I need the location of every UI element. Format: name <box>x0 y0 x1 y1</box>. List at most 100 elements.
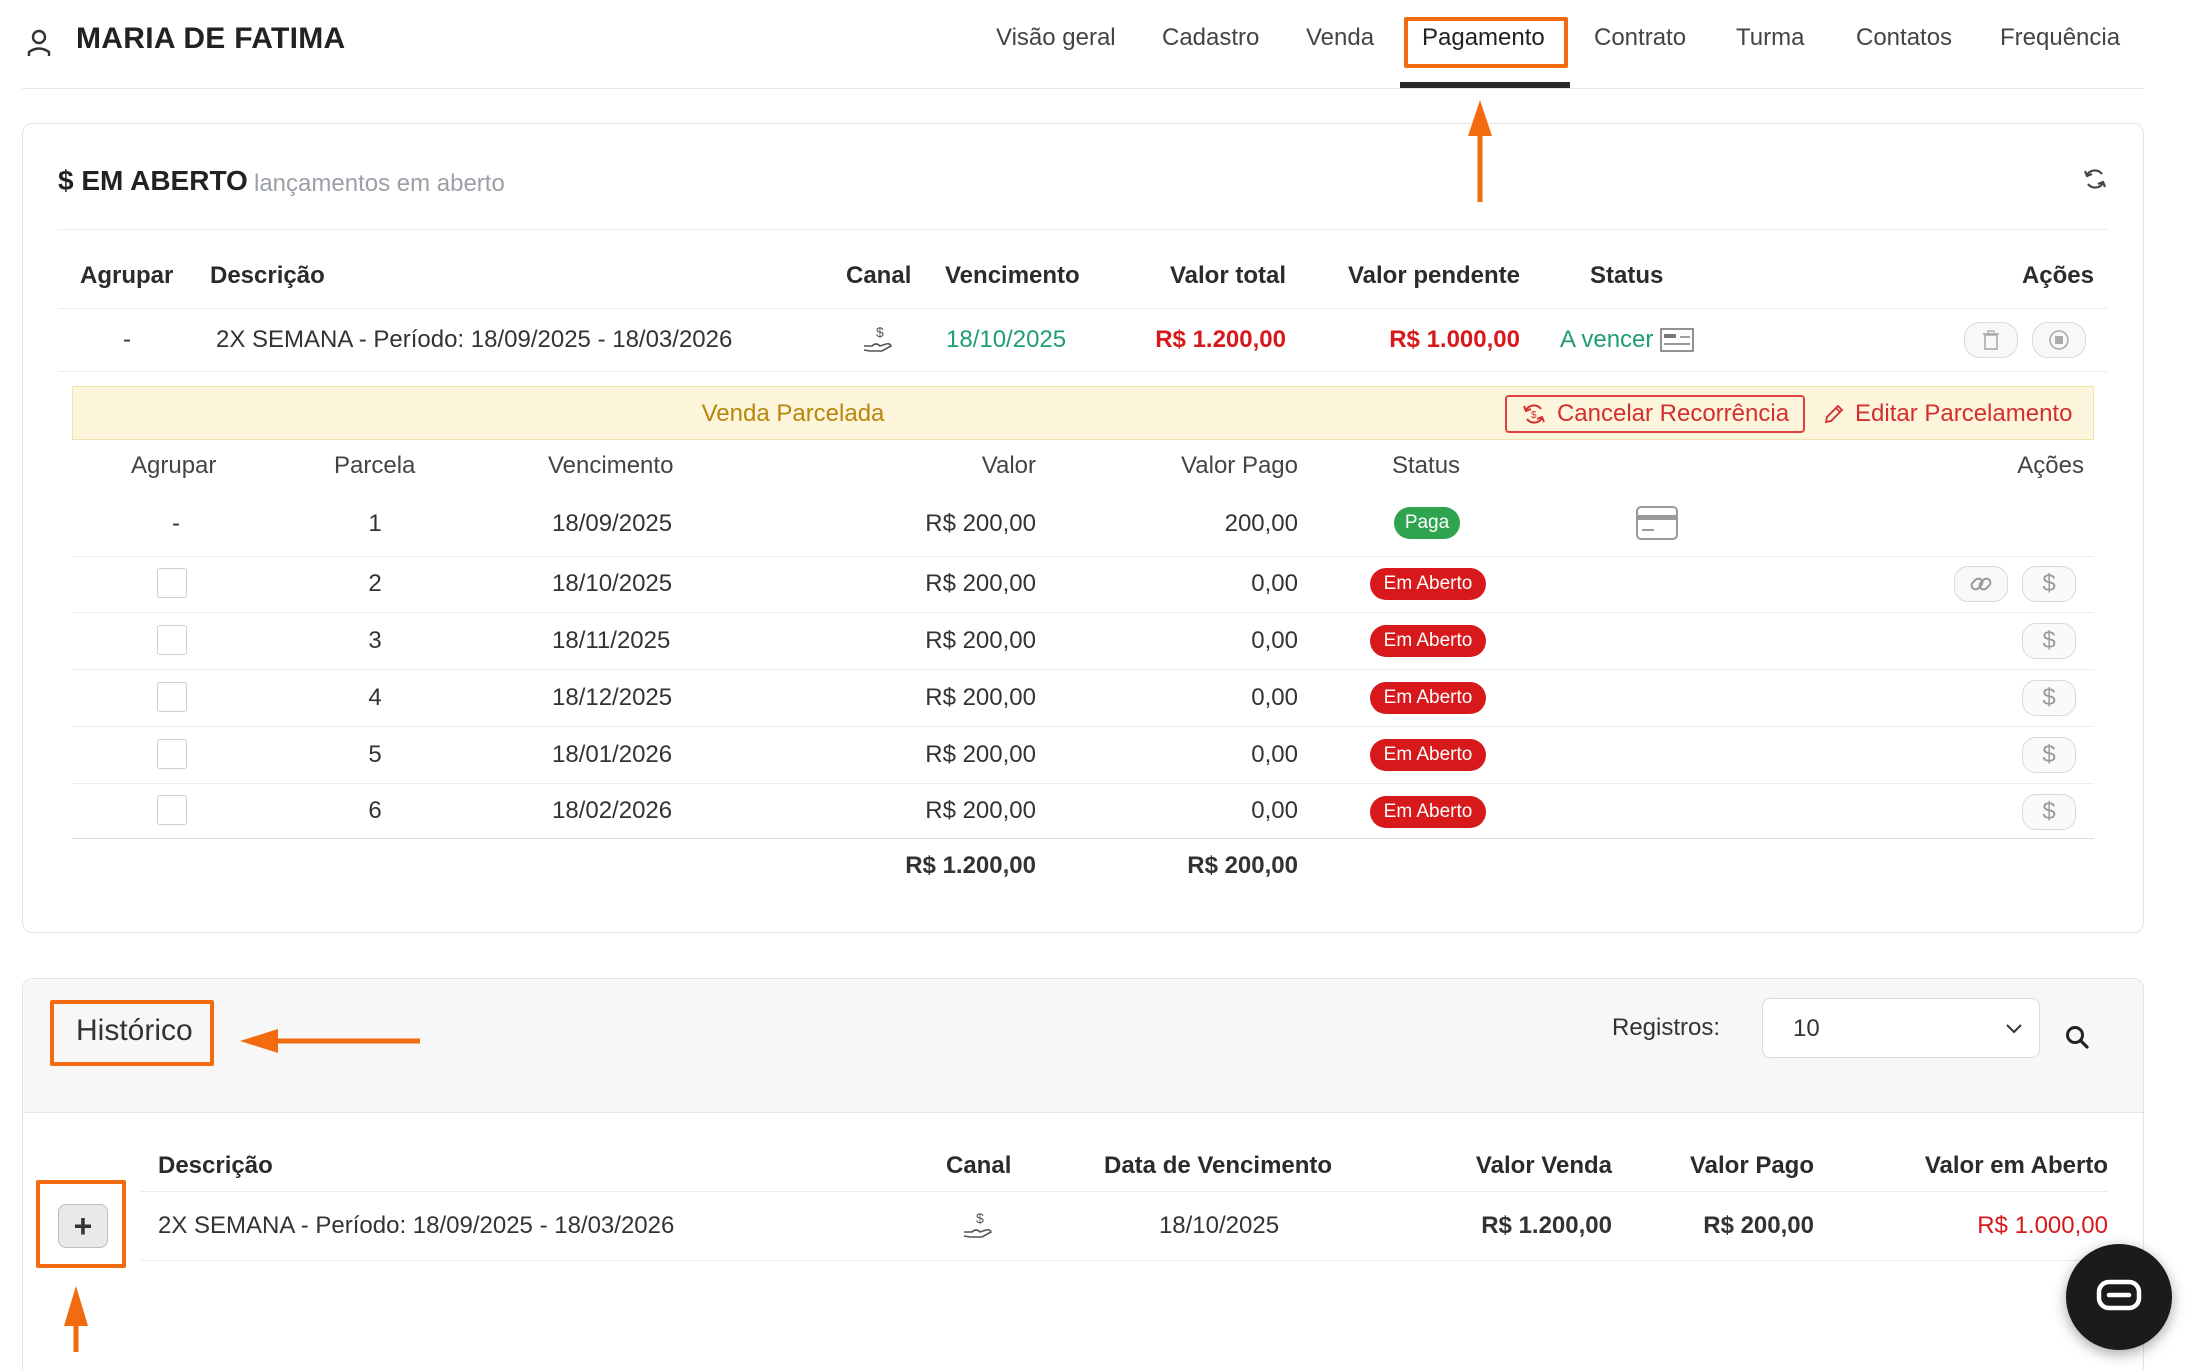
pay-installment-button[interactable]: $ <box>2022 794 2076 830</box>
installment-number: 6 <box>368 797 382 824</box>
history-row-sale-value: R$ 1.200,00 <box>1481 1212 1612 1239</box>
credit-card-icon[interactable] <box>1636 506 1678 540</box>
link-icon <box>1970 577 1992 591</box>
col-header-channel: Canal <box>846 262 912 289</box>
dollar-icon: $ <box>58 165 74 196</box>
installment-paid: 0,00 <box>1251 684 1298 711</box>
installment-number: 3 <box>368 627 382 654</box>
history-title: Histórico <box>76 1014 193 1047</box>
installment-value: R$ 200,00 <box>925 570 1036 597</box>
user-icon <box>27 29 51 56</box>
installment-checkbox[interactable] <box>157 739 187 769</box>
pay-installment-button[interactable]: $ <box>2022 737 2076 773</box>
payment-link-button[interactable] <box>1954 566 2008 602</box>
cancel-recurrence-button[interactable]: $ Cancelar Recorrência <box>1505 395 1805 433</box>
installments-total-paid: R$ 200,00 <box>1187 852 1298 879</box>
tab-contatos[interactable]: Contatos <box>1856 24 1953 51</box>
history-row-due-date: 18/10/2025 <box>1158 1212 1280 1239</box>
annotation-highlight-box <box>1404 17 1568 68</box>
card-icon <box>1660 328 1694 352</box>
status-badge-open: Em Aberto <box>1370 568 1486 600</box>
row-divider <box>140 1191 2108 1192</box>
installment-col-actions: Ações <box>2017 452 2084 479</box>
svg-text:$: $ <box>976 1210 984 1226</box>
edit-installments-button[interactable]: Editar Parcelamento <box>1823 395 2091 433</box>
installment-checkbox[interactable] <box>157 625 187 655</box>
installment-due: 18/12/2025 <box>552 684 673 711</box>
installment-sale-label: Venda Parcelada <box>701 400 885 427</box>
installment-due: 18/09/2025 <box>552 510 673 537</box>
installment-checkbox[interactable] <box>157 795 187 825</box>
dollar-icon: $ <box>2042 798 2056 825</box>
status-badge-open: Em Aberto <box>1370 739 1486 771</box>
tab-contrato[interactable]: Contrato <box>1594 24 1687 51</box>
installment-value: R$ 200,00 <box>925 741 1036 768</box>
row-description: 2X SEMANA - Período: 18/09/2025 - 18/03/… <box>216 326 733 353</box>
svg-text:$: $ <box>876 324 884 340</box>
installment-checkbox[interactable] <box>157 682 187 712</box>
row-divider <box>72 669 2094 670</box>
header-divider <box>22 88 2144 89</box>
tab-pagamento[interactable]: Pagamento <box>1422 24 1545 51</box>
installment-value: R$ 200,00 <box>925 684 1036 711</box>
installment-due: 18/11/2025 <box>552 627 671 654</box>
pay-installment-button[interactable]: $ <box>2022 680 2076 716</box>
dollar-icon: $ <box>2042 741 2056 768</box>
delete-button[interactable] <box>1964 322 2018 358</box>
status-badge-open: Em Aberto <box>1370 625 1486 657</box>
recurrence-icon: $ <box>1523 404 1545 424</box>
tab-turma[interactable]: Turma <box>1736 24 1805 51</box>
edit-installments-label: Editar Parcelamento <box>1855 400 2073 427</box>
tab-frequencia[interactable]: Frequência <box>2000 24 2121 51</box>
pay-installment-button[interactable]: $ <box>2022 623 2076 659</box>
installment-value: R$ 200,00 <box>925 627 1036 654</box>
expand-row-button[interactable]: + <box>58 1204 108 1248</box>
installment-group: - <box>172 510 180 537</box>
installment-checkbox[interactable] <box>157 568 187 598</box>
annotation-highlight-box <box>50 1000 214 1066</box>
col-header-actions: Ações <box>2021 262 2094 289</box>
annotation-highlight-box <box>36 1180 126 1268</box>
tab-cadastro[interactable]: Cadastro <box>1162 24 1260 51</box>
open-title-divider <box>58 229 2108 230</box>
open-section-title-text: EM ABERTO <box>81 165 248 196</box>
installment-due: 18/02/2026 <box>552 797 673 824</box>
installment-due: 18/10/2025 <box>552 570 673 597</box>
pay-installment-button[interactable]: $ <box>2022 566 2076 602</box>
installment-paid: 0,00 <box>1251 627 1298 654</box>
installment-paid: 0,00 <box>1251 570 1298 597</box>
row-status: A vencer <box>1560 326 1654 353</box>
dollar-icon: $ <box>2042 684 2056 711</box>
row-pending-value: R$ 1.000,00 <box>1389 326 1520 353</box>
row-due-date: 18/10/2025 <box>946 326 1067 353</box>
history-col-open-value: Valor em Aberto <box>1924 1152 2108 1179</box>
installment-number: 5 <box>368 741 382 768</box>
row-divider <box>140 1260 2108 1261</box>
stop-button[interactable] <box>2032 322 2086 358</box>
tab-venda[interactable]: Venda <box>1306 24 1375 51</box>
installment-due: 18/01/2026 <box>552 741 673 768</box>
open-entries-card <box>22 123 2144 933</box>
installment-value: R$ 200,00 <box>925 797 1036 824</box>
status-badge-open: Em Aberto <box>1370 682 1486 714</box>
row-group-value: - <box>123 326 131 353</box>
history-row-description: 2X SEMANA - Período: 18/09/2025 - 18/03/… <box>158 1212 675 1239</box>
status-badge-open: Em Aberto <box>1370 796 1486 828</box>
installment-value: R$ 200,00 <box>925 510 1036 537</box>
dollar-icon: $ <box>2042 627 2056 654</box>
records-label: Registros: <box>1612 1014 1721 1041</box>
installment-number: 4 <box>368 684 382 711</box>
search-icon[interactable] <box>2064 1024 2090 1050</box>
history-col-due-date: Data de Vencimento <box>1104 1152 1333 1179</box>
installments-total-value: R$ 1.200,00 <box>905 852 1036 879</box>
active-tab-underline <box>1400 82 1570 88</box>
records-per-page-select[interactable]: 10 <box>1762 998 2040 1058</box>
cancel-recurrence-label: Cancelar Recorrência <box>1556 400 1790 427</box>
open-section-title: $ EM ABERTO <box>58 165 248 197</box>
refresh-icon[interactable] <box>2082 166 2108 192</box>
totals-divider <box>72 838 2094 839</box>
installment-col-number: Parcela <box>334 452 416 479</box>
row-divider <box>72 612 2094 613</box>
chat-widget-button[interactable] <box>2066 1244 2172 1350</box>
tab-visao-geral[interactable]: Visão geral <box>996 24 1116 51</box>
